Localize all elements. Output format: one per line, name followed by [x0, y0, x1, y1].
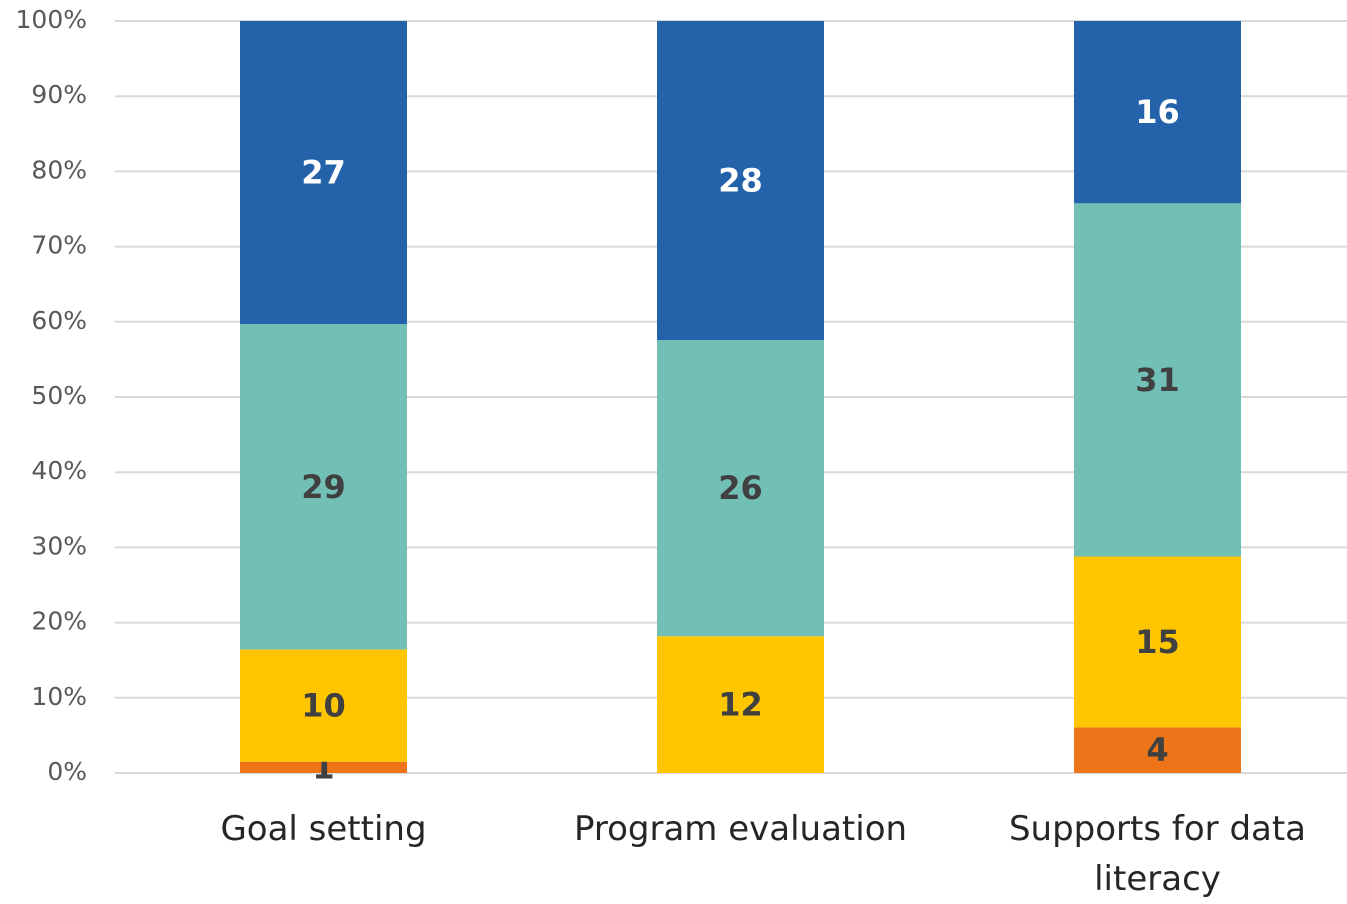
- y-tick-label: 20%: [31, 607, 87, 636]
- y-tick-label: 90%: [31, 80, 87, 109]
- y-tick-label: 100%: [16, 5, 87, 34]
- data-label: 4: [1146, 731, 1168, 769]
- data-label: 28: [718, 162, 763, 200]
- y-tick-label: 0%: [47, 757, 87, 786]
- x-tick-label: Supports for data literacy: [968, 804, 1347, 904]
- data-label: 15: [1135, 623, 1180, 661]
- data-label: 26: [718, 469, 763, 507]
- y-tick-label: 80%: [31, 155, 87, 184]
- data-label: 27: [301, 154, 346, 192]
- data-label: 31: [1135, 361, 1180, 399]
- data-label: 10: [301, 687, 346, 725]
- y-tick-label: 10%: [31, 682, 87, 711]
- data-label: 29: [301, 468, 346, 506]
- data-label: 12: [718, 686, 763, 724]
- x-tick-label: Goal setting: [134, 804, 514, 854]
- y-tick-label: 60%: [31, 306, 87, 335]
- x-tick-label: Program evaluation: [551, 804, 931, 854]
- y-tick-label: 30%: [31, 531, 87, 560]
- y-tick-label: 50%: [31, 381, 87, 410]
- data-label: 16: [1135, 93, 1180, 131]
- y-tick-label: 70%: [31, 231, 87, 260]
- y-tick-label: 40%: [31, 456, 87, 485]
